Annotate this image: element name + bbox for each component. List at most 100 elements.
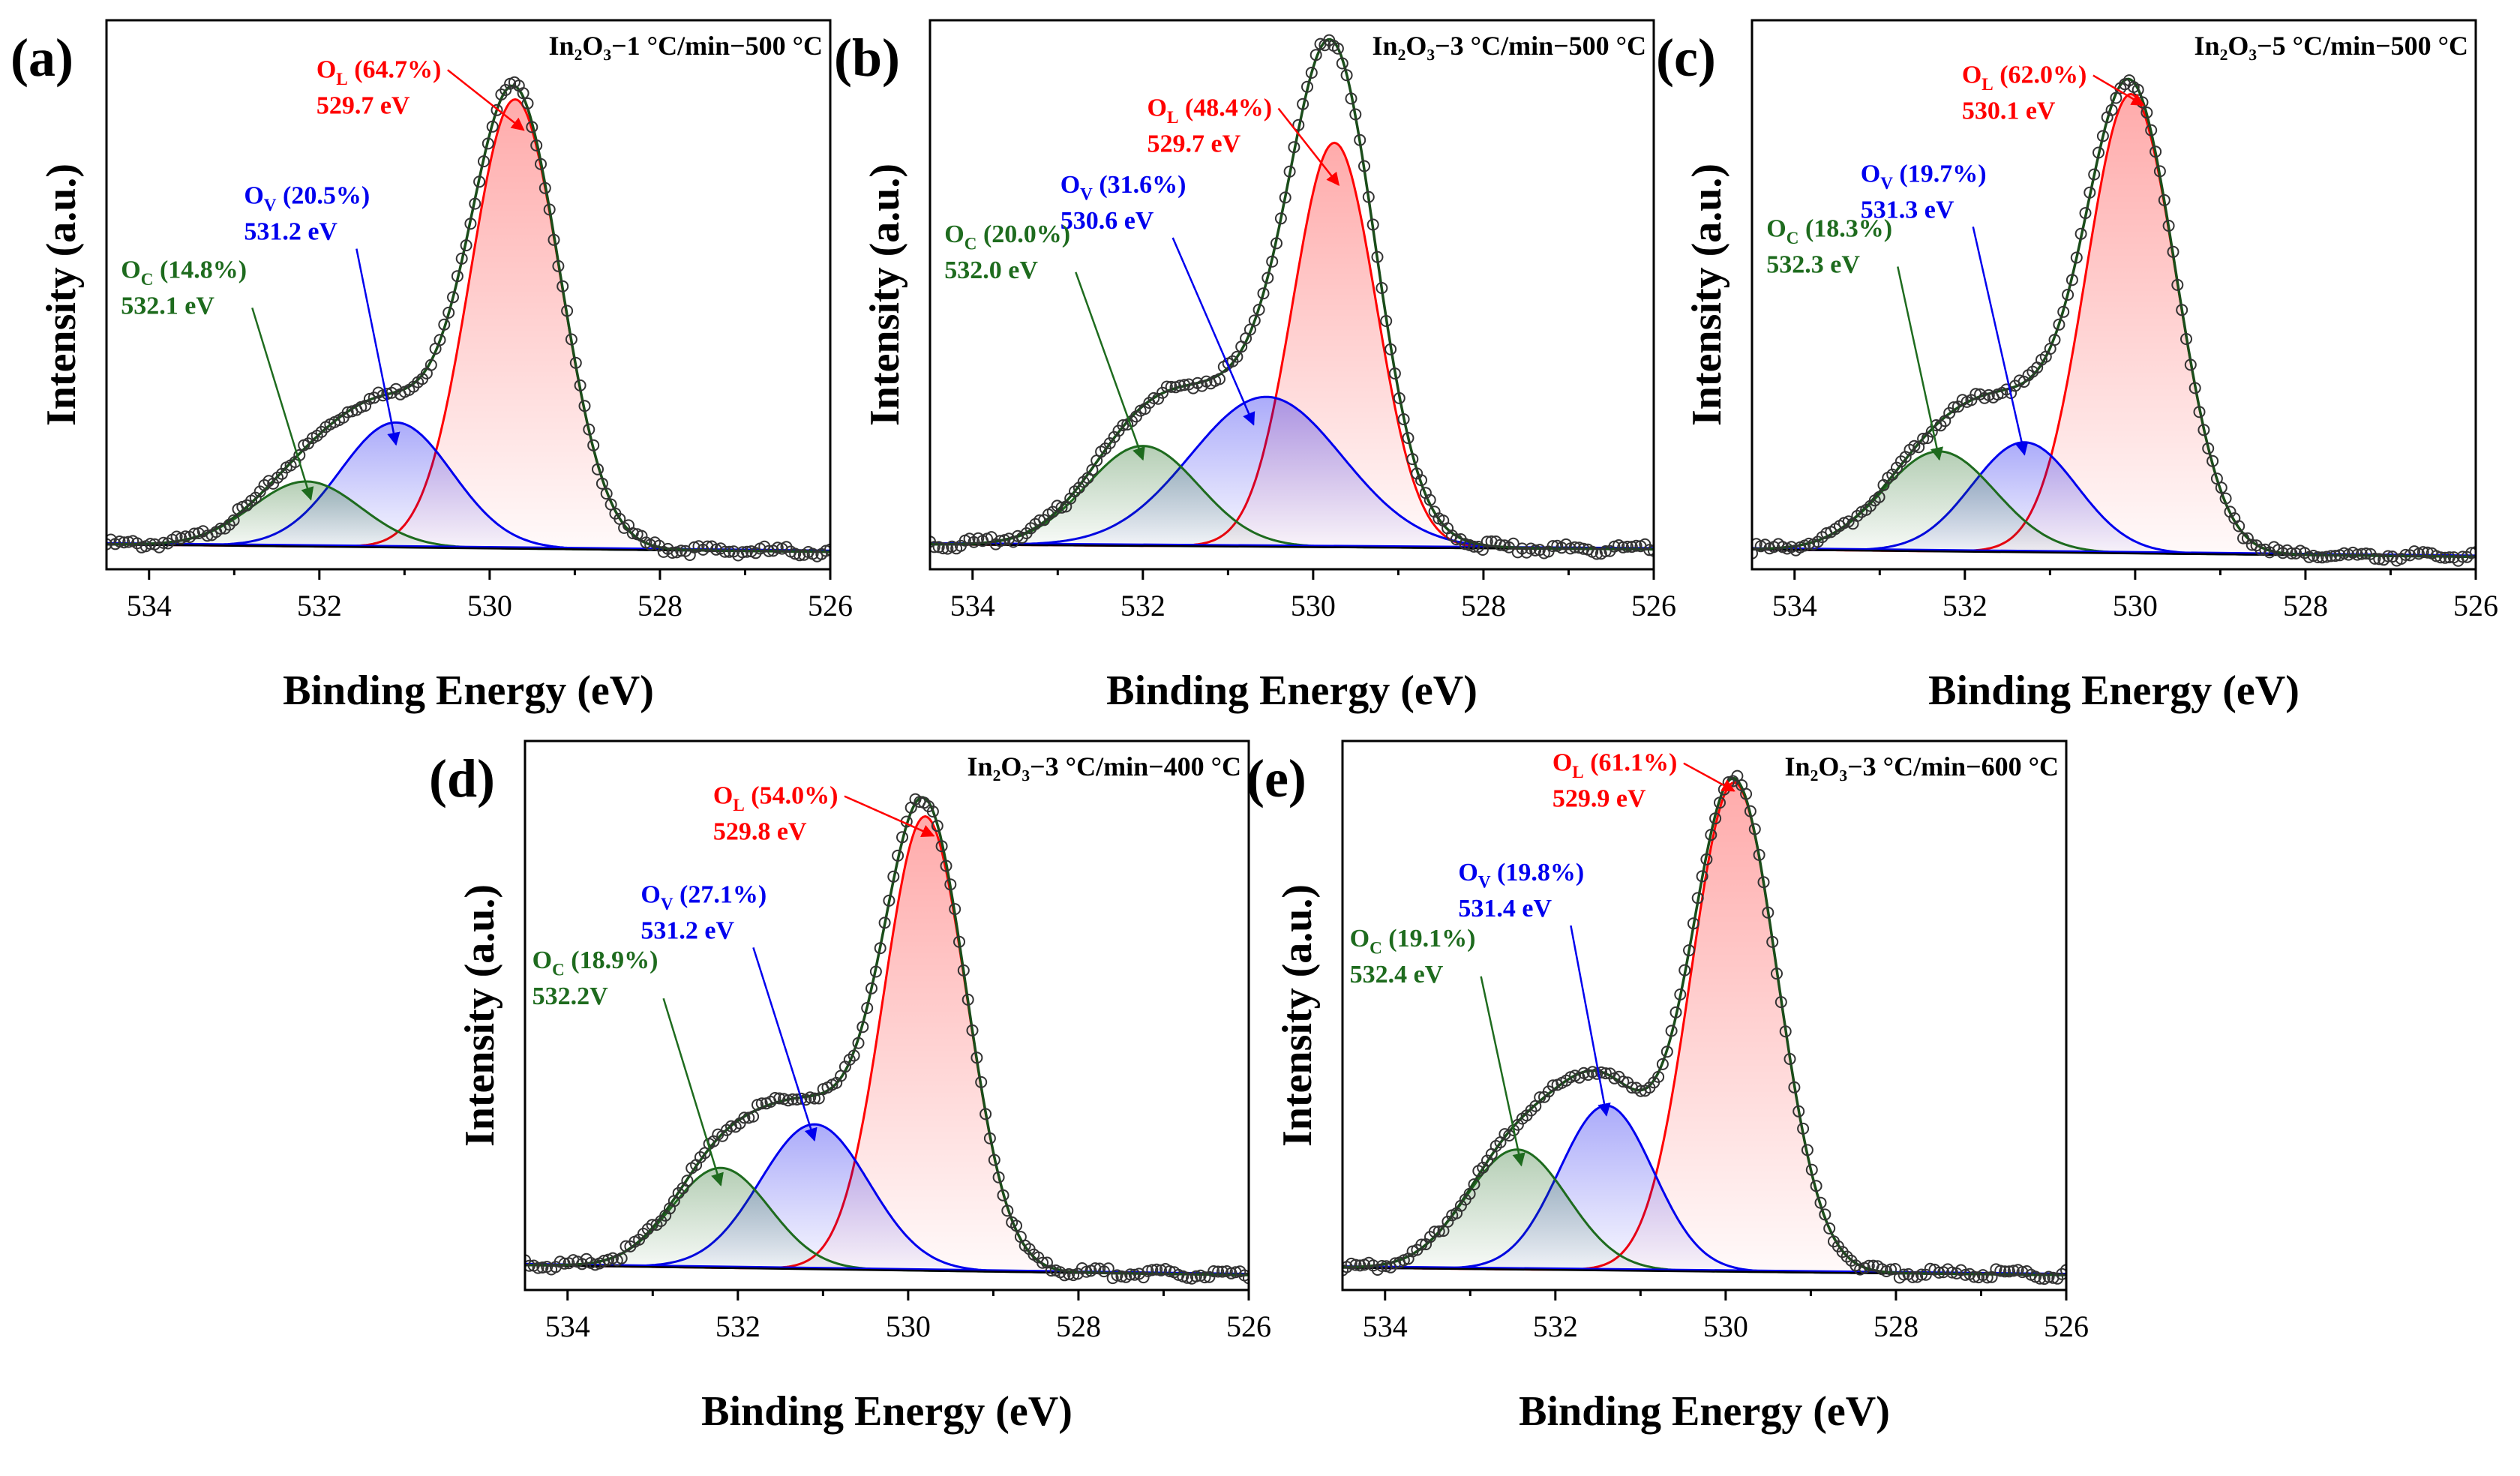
data-point xyxy=(874,942,886,955)
data-point xyxy=(2057,305,2070,318)
panel-label: (c) xyxy=(1656,28,1716,88)
data-point xyxy=(469,197,482,210)
data-point xyxy=(1744,805,1756,818)
raw-data-points xyxy=(1752,74,2476,567)
peak-percent-label: OC (18.9%) xyxy=(532,946,658,980)
data-point xyxy=(1714,796,1726,809)
plot-frame xyxy=(1341,740,2068,1292)
data-point xyxy=(1792,1105,1805,1118)
data-point xyxy=(1331,42,1344,55)
annotation-arrow xyxy=(1480,976,1526,1167)
data-point xyxy=(556,280,569,292)
data-point xyxy=(535,158,547,170)
data-point xyxy=(1208,1265,1220,1277)
data-point xyxy=(521,97,534,110)
x-tick-label: 530 xyxy=(467,589,512,622)
peak-percent-label: OL (48.4%) xyxy=(1148,94,1273,128)
data-point xyxy=(1959,1268,1972,1281)
data-point xyxy=(2053,318,2066,331)
y-axis-label: Intensity (a.u.) xyxy=(38,164,85,426)
data-point xyxy=(1873,490,1886,503)
data-point xyxy=(543,203,556,216)
data-point xyxy=(1297,98,1310,110)
data-point xyxy=(1001,1204,1014,1217)
annotation-o-v: OV (19.7%)531.3 eV xyxy=(1861,160,2029,456)
data-point xyxy=(2285,547,2298,560)
data-point xyxy=(1150,1263,1163,1276)
data-point xyxy=(1384,343,1397,356)
data-point xyxy=(1591,548,1603,560)
peak-energy-label: 532.1 eV xyxy=(121,292,214,320)
data-point xyxy=(1480,536,1493,548)
data-point xyxy=(122,536,135,548)
data-point xyxy=(887,870,900,883)
peak-energy-label: 531.2 eV xyxy=(640,916,734,944)
data-point xyxy=(1981,1271,1994,1284)
peak-energy-label: 532.3 eV xyxy=(1766,251,1860,279)
peak-energy-label: 529.8 eV xyxy=(713,818,807,846)
x-tick-label: 534 xyxy=(545,1310,590,1343)
x-axis-label: Binding Energy (eV) xyxy=(283,668,654,714)
data-point xyxy=(1599,1067,1612,1080)
data-point xyxy=(1595,1066,1608,1078)
peak-percent-label: OC (18.3%) xyxy=(1766,215,1892,249)
panel-d: 534 532 530 528 526 Binding Energy (eV) Intens… xyxy=(429,740,1271,1435)
data-point xyxy=(1779,1025,1792,1038)
data-point xyxy=(738,1112,751,1124)
peak-percent-label: OV (31.6%) xyxy=(1060,171,1186,205)
data-point xyxy=(997,1189,1010,1202)
data-point xyxy=(2193,406,2206,418)
x-tick-label: 532 xyxy=(716,1310,760,1343)
x-axis-label: Binding Energy (eV) xyxy=(1519,1388,1890,1435)
annotation-o-l: OL (54.0%)529.8 eV xyxy=(713,782,935,846)
data-point xyxy=(2470,546,2476,559)
annotation-o-c: OC (20.0%)532.0 eV xyxy=(944,220,1145,461)
data-point xyxy=(2162,220,2175,232)
x-tick-label: 532 xyxy=(1120,589,1166,622)
x-tick-label: 528 xyxy=(1056,1310,1101,1343)
data-point xyxy=(944,878,957,891)
data-point xyxy=(1424,494,1436,506)
data-point xyxy=(1036,1256,1049,1269)
data-point xyxy=(254,485,266,498)
data-point xyxy=(994,535,1006,548)
data-point xyxy=(940,860,952,872)
data-point xyxy=(2060,1264,2066,1276)
data-point xyxy=(2202,442,2215,454)
x-tick-label: 532 xyxy=(1942,589,1988,622)
x-tick-label: 534 xyxy=(1363,1310,1408,1343)
data-point xyxy=(1432,1225,1445,1238)
peak-energy-label: 532.2V xyxy=(532,982,609,1010)
x-axis-label: Binding Energy (eV) xyxy=(701,1388,1072,1435)
data-point xyxy=(1788,1081,1801,1094)
data-point xyxy=(1617,541,1630,554)
data-point xyxy=(460,239,472,252)
raw-data-points xyxy=(106,76,830,562)
data-point xyxy=(1885,1263,1898,1276)
data-point xyxy=(615,1252,628,1264)
data-point xyxy=(1146,1264,1159,1276)
data-point xyxy=(1262,272,1274,284)
data-point xyxy=(473,176,486,188)
data-point xyxy=(666,547,679,559)
data-point xyxy=(1138,403,1151,416)
annotation-o-l: OL (48.4%)529.7 eV xyxy=(1148,94,1340,186)
data-point xyxy=(592,463,604,476)
data-point xyxy=(438,318,451,331)
data-point xyxy=(2110,92,2122,104)
envelope-fit xyxy=(1752,77,2476,559)
data-point xyxy=(980,1108,992,1120)
plot-frame xyxy=(105,19,832,571)
data-point xyxy=(583,423,596,436)
data-point xyxy=(1349,108,1362,121)
data-point xyxy=(1181,1271,1194,1284)
data-point xyxy=(2096,130,2109,142)
background-line-2 xyxy=(1752,547,2476,556)
data-point xyxy=(1190,1270,1202,1282)
data-point xyxy=(596,477,608,490)
x-tick-label: 528 xyxy=(638,589,682,622)
data-point xyxy=(1128,1268,1141,1281)
data-point xyxy=(223,518,236,531)
data-point xyxy=(525,1259,536,1272)
data-point xyxy=(1174,380,1186,392)
